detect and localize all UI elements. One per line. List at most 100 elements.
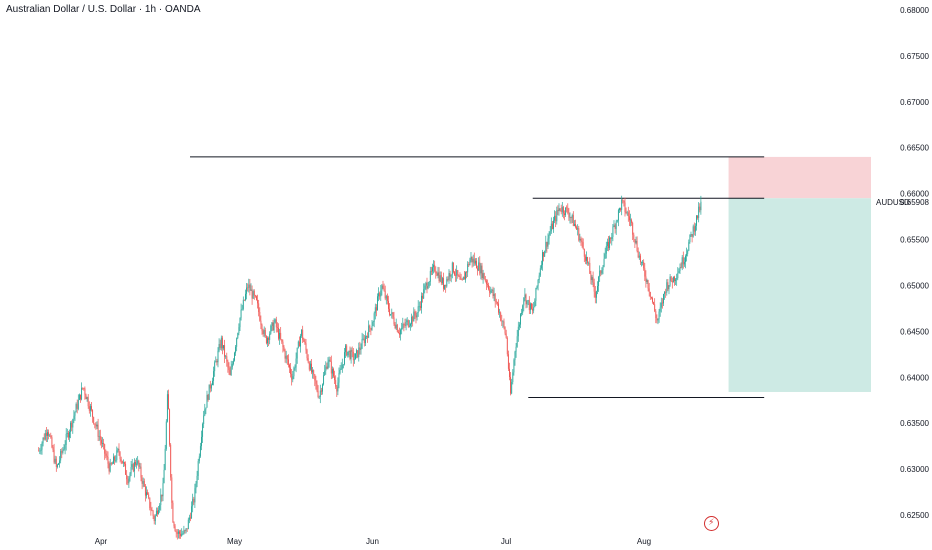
candle-body-189 (246, 287, 248, 294)
candle-body-529 (620, 208, 622, 210)
candle-body-530 (621, 199, 623, 210)
candle-body-602 (700, 201, 702, 211)
candle-body-17 (56, 464, 58, 468)
candle-body-442 (524, 294, 526, 298)
candle-body-65 (109, 463, 111, 472)
candle-body-548 (641, 262, 642, 263)
candle-body-498 (586, 256, 587, 261)
candle-body-359 (433, 264, 435, 268)
candle-body-561 (655, 311, 657, 318)
candle-body-21 (61, 451, 63, 453)
candle-body-512 (601, 270, 603, 274)
candle-body-70 (115, 460, 117, 461)
candle-body-511 (600, 270, 602, 274)
candle-body-93 (140, 466, 142, 478)
candle-body-487 (573, 224, 575, 226)
candle-body-117 (166, 394, 168, 422)
candle-body-318 (388, 301, 389, 309)
candle-body-111 (160, 494, 162, 506)
candle-body-153 (206, 395, 208, 408)
candle-body-150 (203, 415, 205, 425)
candle-body-503 (591, 277, 593, 281)
candle-body-191 (248, 284, 250, 288)
candle-body-110 (159, 505, 161, 510)
candle-body-390 (467, 264, 469, 273)
candle-body-291 (358, 347, 360, 358)
candle-body-224 (284, 350, 286, 359)
candle-body-443 (525, 294, 527, 305)
candle-body-232 (293, 368, 295, 377)
candle-body-64 (108, 463, 110, 472)
candle-body-104 (152, 510, 154, 516)
price-tick-label: 0.65000 (900, 281, 929, 290)
candle-body-385 (461, 279, 463, 280)
candle-body-198 (256, 296, 257, 300)
price-tick-label: 0.67500 (900, 52, 929, 61)
candle-body-143 (195, 483, 197, 489)
candle-body-450 (533, 307, 535, 311)
candle-body-210 (269, 333, 271, 341)
candle-body-372 (447, 278, 449, 280)
candle-body-171 (226, 356, 228, 362)
candle-body-245 (307, 358, 309, 363)
candle-body-22 (62, 449, 64, 453)
candle-body-146 (198, 456, 200, 462)
candle-body-595 (692, 226, 694, 237)
candle-body-27 (67, 432, 69, 438)
candle-body-395 (472, 258, 474, 263)
candle-body-228 (289, 364, 290, 368)
time-tick-label: Jun (366, 537, 379, 546)
candle-body-207 (265, 336, 267, 344)
candle-body-7 (45, 433, 47, 436)
candle-body-175 (230, 367, 232, 376)
candle-body-331 (402, 324, 404, 328)
candle-body-13 (52, 447, 54, 450)
candle-body-165 (219, 343, 221, 349)
candle-body-286 (352, 351, 354, 361)
candle-body-565 (659, 307, 661, 312)
price-tick-label: 0.64500 (900, 327, 929, 336)
candle-body-539 (631, 219, 633, 223)
candle-body-134 (185, 528, 187, 531)
candle-body-533 (624, 202, 626, 212)
candle-body-115 (164, 448, 166, 470)
candle-body-534 (625, 211, 627, 214)
candle-body-454 (537, 279, 539, 287)
candle-body-24 (64, 445, 66, 449)
candle-body-81 (127, 479, 129, 484)
candle-body-458 (542, 252, 543, 265)
candle-body-481 (567, 208, 569, 213)
candle-body-91 (138, 460, 140, 467)
candle-body-416 (495, 301, 497, 303)
candle-body-39 (81, 387, 83, 400)
candle-body-426 (506, 337, 508, 355)
candle-body-302 (370, 328, 372, 330)
candle-body-356 (429, 271, 431, 282)
candle-body-160 (214, 362, 216, 372)
lightning-icon[interactable]: ⚡ (703, 516, 719, 531)
candle-body-239 (301, 329, 303, 336)
candle-body-202 (260, 320, 262, 325)
candle-body-156 (209, 384, 211, 389)
candle-body-86 (132, 464, 134, 472)
candle-body-439 (521, 313, 523, 315)
candle-body-600 (698, 206, 700, 218)
candle-body-592 (689, 234, 691, 243)
candle-body-222 (282, 341, 284, 348)
horizontal-lines (190, 156, 765, 398)
candle-body-346 (418, 306, 420, 307)
candle-body-54 (97, 424, 99, 437)
candle-body-300 (368, 325, 370, 338)
candle-body-554 (647, 280, 649, 289)
candle-body-578 (674, 276, 675, 282)
candle-body-298 (366, 336, 367, 337)
candle-body-541 (633, 234, 635, 240)
candle-body-424 (504, 327, 506, 334)
candle-body-488 (575, 224, 576, 227)
candle-body-489 (576, 226, 578, 230)
candle-body-373 (448, 273, 450, 280)
time-tick-label: May (227, 537, 242, 546)
candle-body-414 (493, 294, 495, 296)
candle-body-494 (581, 240, 583, 243)
